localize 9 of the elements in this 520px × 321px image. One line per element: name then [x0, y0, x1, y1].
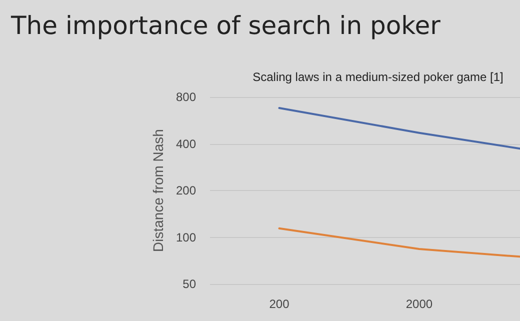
chart-subtitle: Scaling laws in a medium-sized poker game [1]	[252, 70, 504, 84]
y-tick-label: 50	[182, 277, 196, 291]
y-tick-label: 100	[176, 230, 196, 244]
y-tick-label: 200	[176, 184, 196, 198]
x-tick-label: 2000	[406, 297, 433, 311]
chart-title: The importance of search in poker	[10, 11, 442, 40]
y-axis-title: Distance from Nash	[150, 129, 166, 252]
y-tick-label: 400	[176, 136, 196, 151]
y-tick-label: 800	[176, 90, 196, 104]
